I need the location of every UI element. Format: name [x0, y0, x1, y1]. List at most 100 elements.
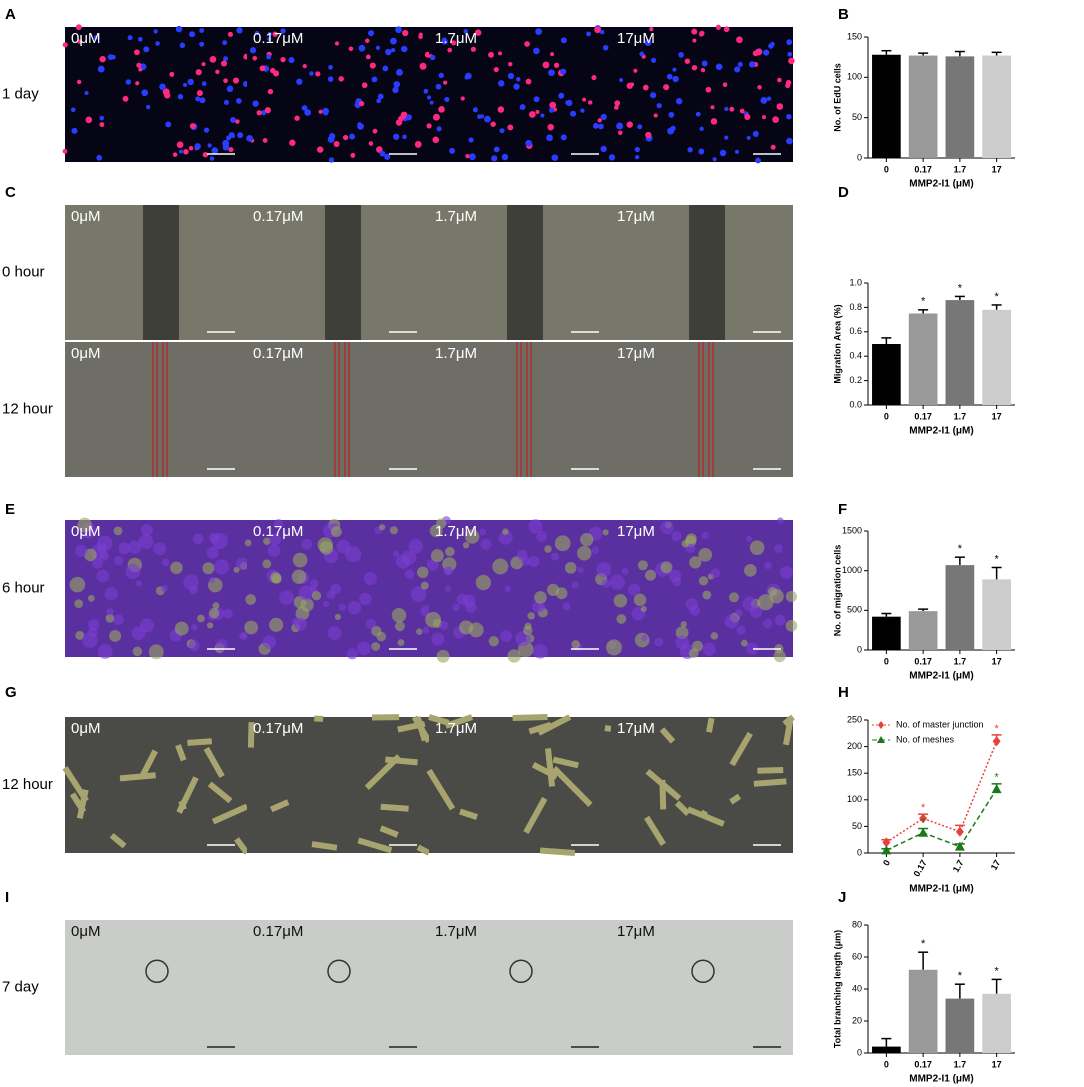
nucleus [441, 37, 447, 43]
nucleus [254, 30, 260, 36]
nucleus [761, 115, 767, 120]
image-background [65, 920, 247, 1055]
stain [104, 586, 118, 601]
micrograph: 1.7μM [426, 714, 612, 856]
y-axis-label: Migration Area (%) [832, 304, 842, 383]
stain [269, 533, 282, 546]
spheroid [327, 959, 351, 984]
nucleus [176, 141, 184, 149]
stain [301, 538, 313, 550]
stain [577, 566, 584, 574]
stain [724, 614, 739, 629]
bar [945, 300, 975, 405]
nucleus [608, 154, 616, 161]
stain [223, 608, 233, 619]
x-axis-label: MMP2-I1 (μM) [909, 671, 973, 682]
nucleus [400, 111, 408, 119]
legend-label: No. of master junction [896, 719, 984, 729]
stain [654, 637, 664, 647]
nucleus [719, 149, 727, 157]
nucleus [519, 104, 526, 111]
nucleus [423, 88, 429, 94]
nucleus [528, 111, 536, 118]
stain [208, 607, 220, 619]
stain [465, 529, 480, 544]
stain [267, 544, 281, 557]
nucleus [302, 64, 307, 69]
stain [536, 531, 548, 542]
stain [87, 594, 95, 602]
tube [187, 738, 213, 746]
nucleus [62, 42, 68, 48]
stain [408, 539, 423, 554]
stain [555, 587, 568, 600]
nucleus [637, 124, 643, 130]
micrograph: 17μM [608, 24, 795, 164]
nucleus [392, 86, 399, 94]
nucleus [211, 147, 219, 154]
micrograph: 17μM [611, 920, 793, 1055]
stain [140, 524, 153, 537]
nucleus [565, 99, 573, 107]
stain [532, 601, 544, 613]
wound-gap [143, 205, 179, 340]
nucleus [365, 54, 371, 60]
wound-gap [155, 342, 165, 477]
stain [75, 630, 85, 640]
nucleus [304, 109, 312, 116]
nucleus [122, 95, 129, 102]
micrograph: 0μM [65, 205, 247, 340]
stain [75, 544, 88, 558]
significance-star: * [958, 970, 963, 982]
x-tick-label: 0 [881, 858, 892, 867]
nucleus [280, 28, 286, 34]
nucleus [524, 41, 530, 47]
stain [710, 568, 721, 579]
nucleus [187, 78, 194, 86]
condition-label: 0μM [71, 30, 100, 47]
nucleus [639, 51, 645, 57]
significance-star: * [958, 282, 963, 294]
stain [279, 590, 294, 606]
stain [244, 539, 252, 547]
nucleus [62, 148, 68, 154]
image-background [429, 717, 611, 853]
stain [736, 625, 746, 635]
stain [359, 592, 372, 606]
stain [698, 547, 713, 562]
x-tick-label: 1.7 [954, 164, 967, 174]
stain [698, 576, 709, 586]
nucleus [710, 118, 718, 125]
panel-letter: G [5, 684, 17, 701]
stain [502, 528, 509, 535]
stain [389, 526, 398, 535]
nucleus [317, 146, 324, 153]
stain [468, 622, 484, 638]
stain [135, 580, 142, 587]
stain [688, 648, 699, 659]
nucleus [189, 31, 196, 38]
tube [379, 825, 399, 838]
stain [311, 591, 322, 601]
y-tick-label: 250 [847, 714, 862, 724]
nucleus [768, 43, 774, 49]
nucleus [196, 90, 203, 97]
x-tick-label: 1.7 [951, 858, 966, 874]
stain [99, 551, 110, 561]
nucleus [644, 39, 652, 47]
nucleus [136, 62, 142, 68]
bar [982, 55, 1011, 159]
panel-letter: D [838, 184, 849, 201]
y-tick-label: 20 [852, 1015, 862, 1025]
nucleus [256, 110, 262, 116]
nucleus [642, 84, 649, 91]
nucleus [272, 31, 278, 37]
tube [203, 746, 225, 779]
marker [991, 784, 1002, 794]
nucleus [194, 143, 201, 150]
condition-label: 17μM [617, 523, 655, 540]
nucleus [695, 111, 701, 117]
stain [596, 562, 612, 578]
y-tick-label: 150 [847, 31, 862, 41]
